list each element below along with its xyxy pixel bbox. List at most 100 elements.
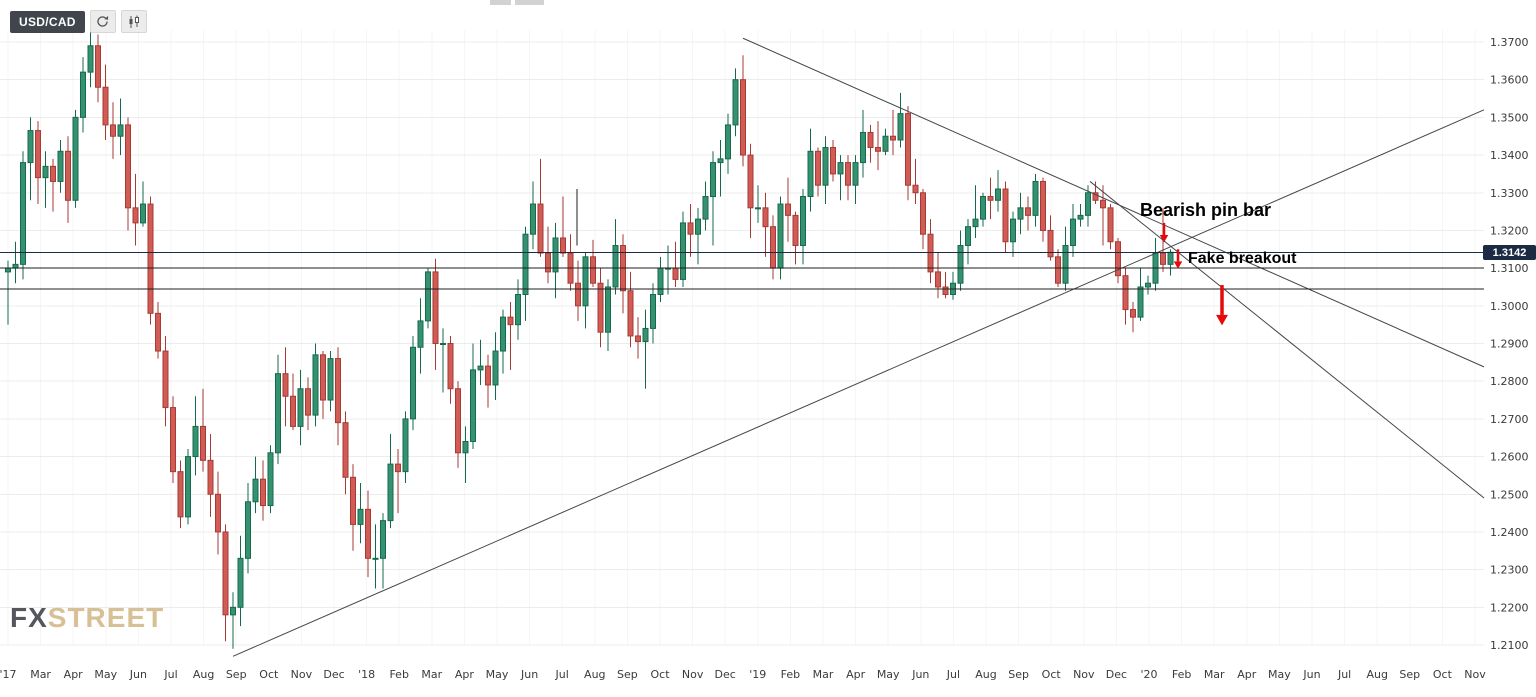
x-tick-label: Aug: [975, 668, 996, 681]
candle-body: [1137, 286, 1144, 318]
candle-body: [942, 286, 949, 296]
y-tick-label: 1.2700: [1490, 413, 1529, 426]
candle-body: [1047, 229, 1054, 258]
candle-body: [110, 124, 116, 137]
x-tick-label: Jun: [129, 668, 147, 681]
candle-body: [380, 520, 386, 559]
last-price-badge: 1.3142: [1483, 245, 1536, 260]
candle-body: [1115, 241, 1121, 277]
candle-body: [905, 113, 911, 186]
candlestick-chart-icon: [129, 15, 139, 28]
candle-body: [50, 165, 56, 182]
x-tick-label: Oct: [650, 668, 670, 681]
candle-body: [222, 531, 229, 616]
x-tick-label: Mar: [421, 668, 442, 681]
trend-line[interactable]: [1089, 181, 1485, 499]
candle-body: [387, 463, 394, 522]
candle-body: [440, 343, 446, 345]
x-tick-label: Mar: [813, 668, 834, 681]
candle-body: [1100, 199, 1106, 209]
candle-body: [477, 365, 484, 371]
candle-body: [185, 456, 191, 518]
candle-body: [72, 116, 79, 201]
candle-body: [597, 282, 604, 333]
candle-body: [95, 45, 101, 88]
candle-body: [845, 162, 851, 186]
x-tick-label: Oct: [1042, 668, 1062, 681]
candle-body: [957, 245, 964, 284]
y-tick-label: 1.3100: [1490, 262, 1529, 275]
candle-body: [740, 79, 746, 156]
trend-line[interactable]: [232, 109, 1485, 657]
x-tick-label: May: [94, 668, 117, 681]
candle-body: [1167, 251, 1174, 265]
x-tick-label: Apr: [1237, 668, 1257, 681]
candle-body: [402, 418, 409, 473]
refresh-button[interactable]: [89, 10, 116, 33]
candle-body: [1122, 275, 1129, 311]
y-tick-label: 1.3600: [1490, 74, 1529, 87]
candle-body: [702, 196, 709, 220]
down-arrow-head[interactable]: [1159, 234, 1169, 243]
annotation-bearish-pin-bar[interactable]: Bearish pin bar: [1140, 200, 1272, 220]
candle-body: [42, 165, 49, 179]
candle-body: [612, 245, 619, 288]
candle-body: [522, 233, 529, 296]
candle-body: [507, 316, 514, 326]
x-tick-label: Nov: [1464, 668, 1486, 681]
candle-body: [192, 425, 199, 458]
y-tick-label: 1.2900: [1490, 338, 1529, 351]
candle-body: [920, 192, 926, 235]
candle-body: [275, 373, 281, 454]
x-tick-label: Sep: [226, 668, 247, 681]
x-tick-label: Feb: [781, 668, 800, 681]
x-tick-label: Jun: [520, 668, 538, 681]
x-tick-label: May: [1268, 668, 1291, 681]
candle-body: [852, 162, 859, 186]
candle-body: [815, 150, 821, 186]
candle-body: [20, 162, 26, 265]
candle-body: [1055, 256, 1061, 284]
candle-body: [132, 207, 139, 224]
candle-body: [1092, 192, 1099, 201]
x-tick-label: '18: [358, 668, 375, 681]
x-tick-label: Mar: [30, 668, 51, 681]
candle-body: [1017, 207, 1024, 220]
candle-body: [1062, 245, 1069, 284]
candle-body: [267, 452, 274, 507]
candle-body: [822, 147, 829, 186]
y-tick-label: 1.3000: [1490, 300, 1529, 313]
candle-body: [447, 343, 454, 390]
candle-body: [425, 271, 431, 322]
y-tick-label: 1.3400: [1490, 149, 1529, 162]
candle-body: [27, 130, 34, 164]
x-tick-label: Mar: [1204, 668, 1225, 681]
x-tick-label: Dec: [323, 668, 344, 681]
trend-line[interactable]: [742, 37, 1485, 368]
candle-body: [1085, 192, 1091, 216]
x-tick-label: Jul: [1337, 668, 1351, 681]
candle-body: [282, 373, 289, 397]
candle-body: [170, 407, 176, 473]
candle-body: [237, 557, 244, 608]
annotation-fake-breakout[interactable]: Fake breakout: [1188, 250, 1297, 267]
symbol-badge[interactable]: USD/CAD: [10, 10, 85, 33]
down-arrow-head[interactable]: [1173, 261, 1183, 269]
candle-body: [980, 196, 986, 220]
candle-body: [672, 267, 679, 280]
candle-body: [732, 79, 739, 126]
candle-body: [297, 388, 304, 427]
x-tick-label: Feb: [1172, 668, 1191, 681]
chart-type-button[interactable]: [120, 10, 147, 33]
candle-body: [590, 256, 596, 284]
y-tick-label: 1.3300: [1490, 187, 1529, 200]
candle-body: [417, 320, 424, 348]
x-tick-label: Jul: [946, 668, 960, 681]
x-tick-label: Apr: [455, 668, 475, 681]
down-arrow-head[interactable]: [1216, 314, 1228, 326]
candle-body: [830, 147, 836, 175]
x-tick-label: '17: [0, 668, 17, 681]
candle-body: [912, 184, 919, 194]
y-tick-label: 1.2500: [1490, 488, 1529, 501]
